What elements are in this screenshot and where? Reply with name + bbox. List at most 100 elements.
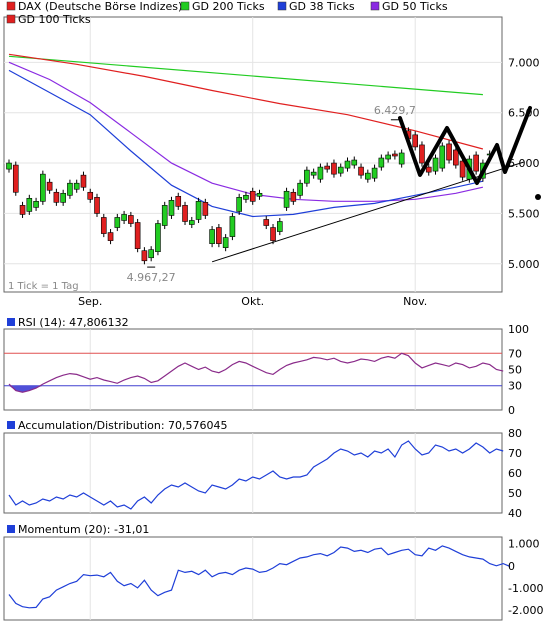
candle-body [40, 173, 46, 202]
hand-drawn-w-pattern [398, 106, 532, 185]
candle-body [419, 144, 425, 164]
rsi-oversold-fill [9, 385, 64, 393]
candle-body [188, 220, 195, 225]
momentum-line [8, 545, 511, 609]
candle-body [378, 157, 385, 168]
candle-body [324, 165, 330, 170]
momentum-panel: -2.000 -1.000 0 1.000 Momentum (20): -31,01 [3, 523, 543, 621]
candle-body [317, 166, 324, 180]
candle-body [432, 157, 439, 172]
legend-entry: GD 100 Ticks [18, 13, 91, 26]
rsi-series [4, 352, 504, 393]
momentum-label: Momentum (20): -31,01 [18, 523, 149, 536]
momentum-series [8, 545, 511, 609]
candle-body [94, 197, 100, 214]
candle-body [344, 160, 351, 169]
candle-body [297, 182, 303, 196]
candle-body [114, 217, 121, 228]
candle-body [243, 194, 249, 200]
candle-body [60, 192, 66, 203]
candle-body [459, 160, 466, 178]
legend-entry: GD 50 Ticks [382, 0, 448, 13]
candle-body [392, 153, 398, 157]
candle-body [229, 216, 236, 237]
candle-body [26, 198, 33, 212]
gd38-line [8, 69, 484, 218]
candle-body [209, 229, 215, 244]
candle-body [310, 171, 317, 176]
ad-series [8, 440, 504, 510]
candle-body [19, 205, 26, 215]
candle-body [46, 181, 53, 191]
x-axis-labels: Sep. Okt. Nov. [78, 295, 427, 308]
candle-body [276, 221, 283, 232]
rsi-y-ticks: 0 30 50 70 100 [508, 323, 529, 417]
candle-body [128, 215, 134, 224]
candle-body [453, 149, 459, 166]
price-y-tick-label: 7.000 [508, 56, 540, 69]
annotation-label: 4.967,27 [127, 271, 176, 284]
candle-body [290, 191, 297, 202]
price-legend: DAX (Deutsche Börse Indizes) GD 200 Ticks… [6, 0, 448, 26]
rsi-legend-swatch [7, 318, 15, 326]
candle-body [168, 200, 175, 216]
momentum-y-tick-label: 1.000 [508, 538, 540, 551]
candle-body [371, 167, 378, 179]
momentum-gridlines [89, 537, 416, 620]
price-y-ticks: 5.000 5.500 6.000 6.500 7.000 [508, 56, 540, 270]
price-annotations: 4.967,27 6.429,7 [127, 104, 416, 284]
rsi-y-tick-label: 30 [508, 380, 522, 393]
ad-y-tick-label: 80 [508, 427, 522, 440]
candle-body [121, 214, 127, 221]
rsi-y-tick-label: 70 [508, 347, 522, 360]
candle-body [412, 134, 419, 148]
legend-swatch [180, 1, 190, 11]
price-y-tick-label: 6.000 [508, 157, 540, 170]
candle-body [270, 227, 276, 241]
candle-body [222, 237, 229, 248]
candle-body [148, 249, 154, 259]
rsi-panel: 0 30 50 70 100 RSI (14): 47,806132 [3, 316, 529, 417]
ad-y-ticks: 40 50 60 70 80 [508, 427, 522, 520]
x-tick-label: Okt. [241, 295, 264, 308]
candle-body [358, 166, 364, 176]
candle-body [73, 182, 80, 190]
candle-body [80, 174, 87, 188]
candle-body [87, 191, 94, 200]
candle-body [385, 154, 391, 160]
candle-body [283, 190, 290, 208]
candle-body [182, 205, 188, 222]
ad-y-tick-label: 40 [508, 507, 522, 520]
candle-body [141, 250, 148, 262]
ad-legend-swatch [7, 421, 15, 429]
legend-swatch [6, 1, 16, 11]
candle-body [304, 169, 310, 184]
rsi-y-tick-label: 50 [508, 364, 522, 377]
candle-body [249, 190, 256, 202]
price-candles [6, 127, 493, 265]
candle-body [107, 232, 114, 241]
rsi-gridlines [89, 329, 416, 410]
candle-body [67, 182, 73, 196]
candle-body [446, 143, 452, 161]
legend-entry: GD 38 Ticks [289, 0, 355, 13]
candle-body [216, 227, 222, 244]
annotation-label: 6.429,7 [374, 104, 416, 117]
candle-body [439, 145, 446, 169]
price-panel: 4.967,27 6.429,7 5.000 5.500 6.000 6.500 7.00… [3, 0, 540, 293]
ad-panel: 40 50 60 70 80 Accumulation/Distribution: 70… [3, 419, 522, 520]
candle-body [365, 172, 371, 180]
legend-entry: DAX (Deutsche Börse Indizes) [18, 0, 182, 13]
price-y-tick-label: 6.500 [508, 107, 540, 120]
ad-y-tick-label: 50 [508, 487, 522, 500]
momentum-y-ticks: -2.000 -1.000 0 1.000 [508, 538, 543, 617]
candle-body [155, 223, 161, 253]
candle-body [473, 154, 479, 172]
candle-body [134, 222, 141, 249]
momentum-y-tick-label: 0 [508, 560, 515, 573]
candle-body [351, 159, 358, 166]
marker-dot [535, 194, 541, 200]
rsi-y-tick-label: 0 [508, 404, 515, 417]
legend-swatch [277, 1, 287, 11]
gd200-line [8, 55, 483, 96]
